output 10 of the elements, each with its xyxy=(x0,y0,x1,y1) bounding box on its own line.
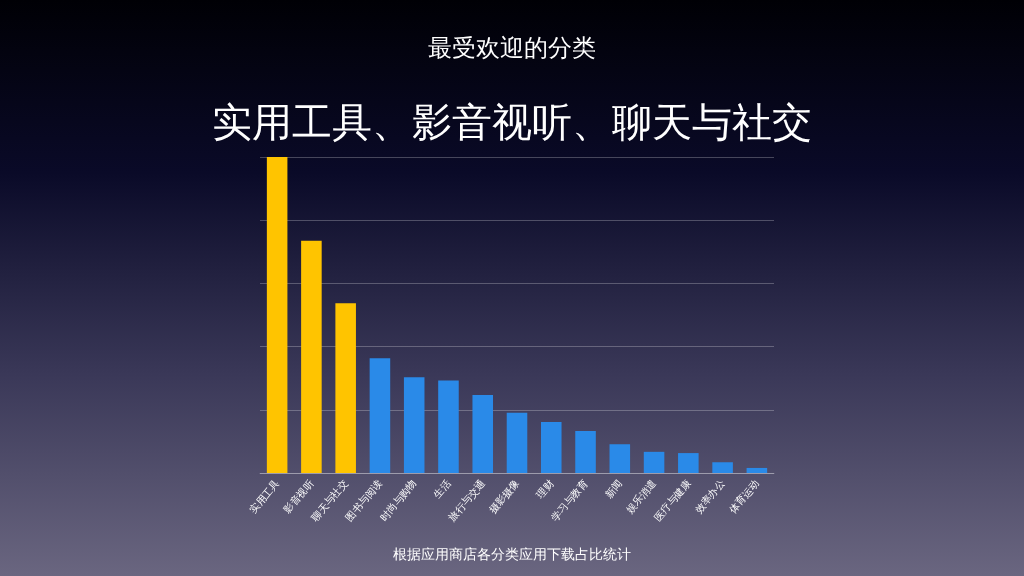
text: 根据应用商店各分类应用下载占比统计 xyxy=(392,546,632,564)
x-tick-label: 生活 xyxy=(431,477,453,500)
chart-title: 实用工具、影音视听、聊天与社交 xyxy=(211,98,813,147)
x-tick-label: 效率办公 xyxy=(692,477,727,516)
x-tick-label: 理财 xyxy=(534,477,556,500)
x-tick-label: 新闻 xyxy=(602,477,625,500)
x-tick-label: 体育运动 xyxy=(726,477,762,516)
x-tick-label: 摄影摄像 xyxy=(487,477,522,516)
x-tick-label: 实用工具 xyxy=(247,477,282,516)
chart-subtitle: 最受欢迎的分类 xyxy=(427,33,597,64)
